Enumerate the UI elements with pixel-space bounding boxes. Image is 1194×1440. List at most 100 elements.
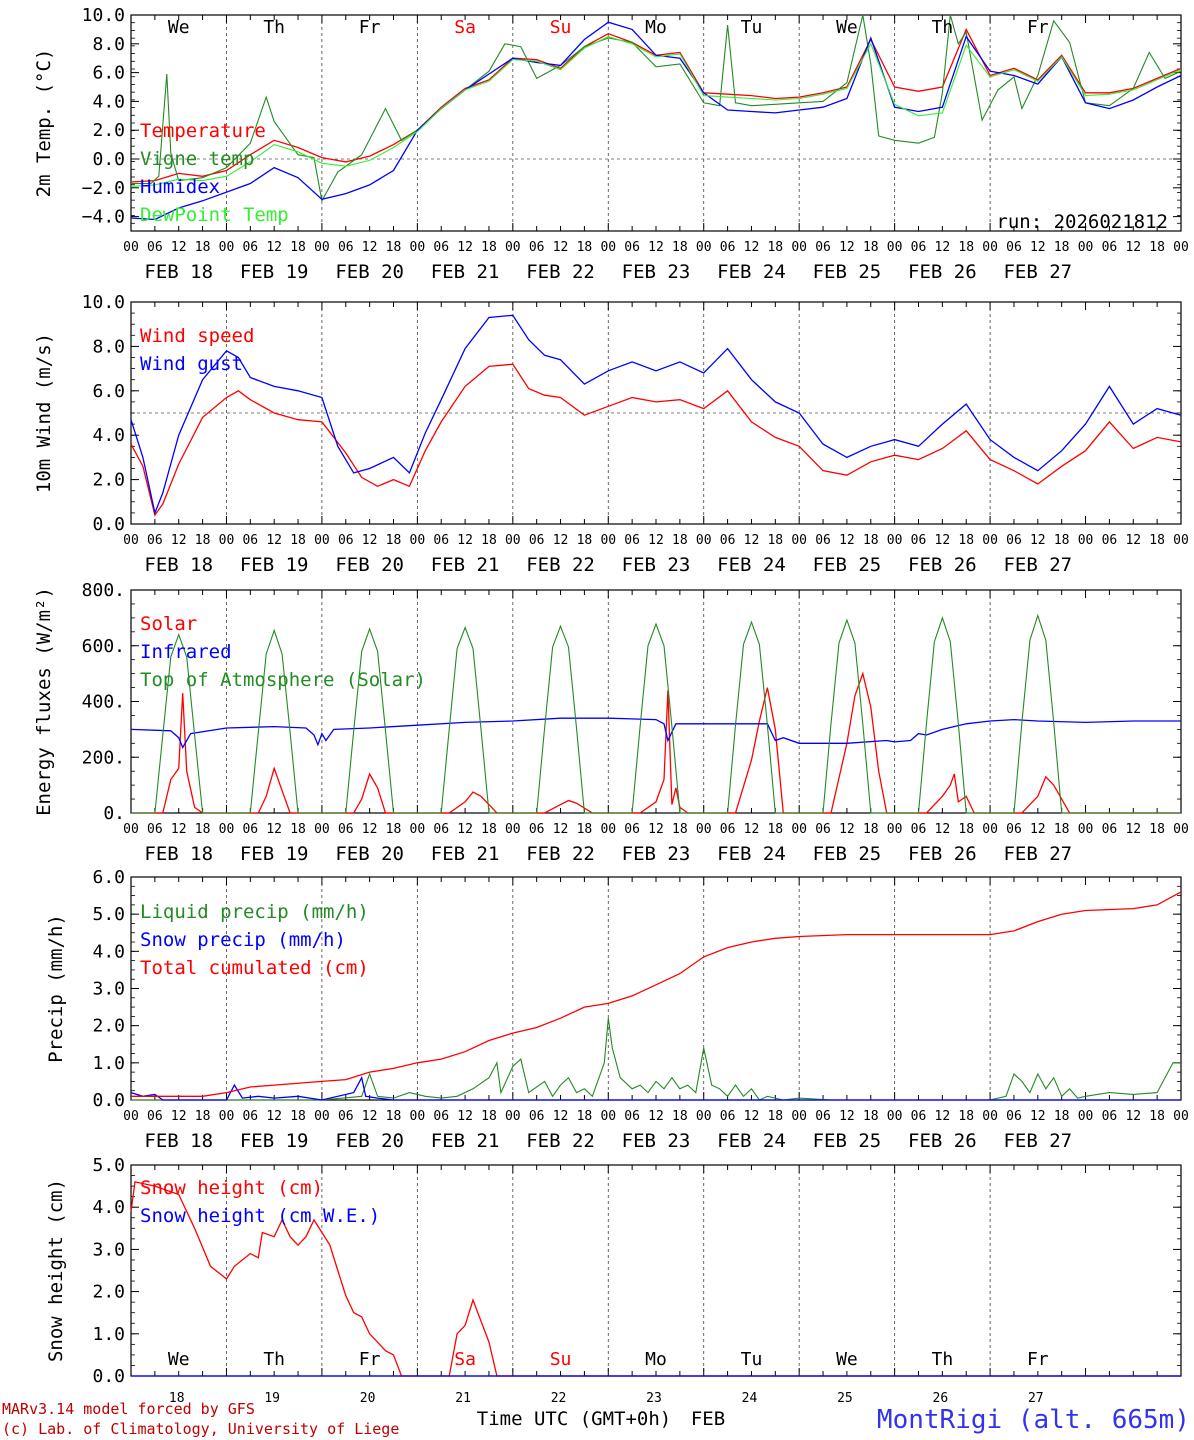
date-label: FEB 21 [431, 1130, 500, 1152]
date-label: FEB 20 [335, 554, 404, 576]
y-tick-label: 3.0 [92, 979, 125, 1000]
hour-label: 12 [1125, 240, 1141, 255]
hour-label: 12 [266, 533, 282, 548]
hour-label: 00 [505, 822, 521, 837]
hour-label: 06 [624, 1109, 640, 1124]
hour-label: 12 [744, 822, 760, 837]
hour-label: 00 [887, 1109, 903, 1124]
y-axis-label: Energy fluxes (W/m²) [33, 587, 55, 816]
y-tick-label: 2.0 [92, 1282, 125, 1303]
hour-label: 18 [1054, 240, 1070, 255]
hour-label: 12 [266, 240, 282, 255]
y-tick-label: 0.0 [92, 1366, 125, 1387]
hour-label: 00 [1078, 1109, 1094, 1124]
hour-label: 06 [1102, 1109, 1118, 1124]
series-line-solar [131, 671, 1181, 814]
weekday-label-bottom: Mo [645, 1349, 667, 1370]
hour-label: 12 [648, 240, 664, 255]
hour-label: 06 [338, 533, 354, 548]
hour-label: 12 [362, 822, 378, 837]
hour-label: 06 [1102, 822, 1118, 837]
hour-label: 12 [171, 240, 187, 255]
hour-label: 12 [171, 1109, 187, 1124]
date-label: FEB 20 [335, 843, 404, 865]
weekday-label-top: Th [932, 17, 954, 38]
hour-label: 06 [529, 1109, 545, 1124]
date-label: FEB 25 [813, 261, 882, 283]
y-tick-label: 2.0 [92, 1016, 125, 1037]
weekday-label-top: Fr [1027, 17, 1049, 38]
panel-1: 10.0 8.0 6.0 4.0 2.0 0.0 −2.0 −4.0 2m Temp. (°C)… [33, 5, 1189, 283]
hour-label: 00 [600, 240, 616, 255]
weekday-label-bottom: Tu [741, 1349, 763, 1370]
y-tick-label: 2.0 [92, 470, 125, 491]
hour-label: 06 [529, 533, 545, 548]
hour-label: 12 [935, 240, 951, 255]
y-tick-label: 600. [82, 636, 125, 657]
hour-label: 00 [219, 822, 235, 837]
hour-label: 06 [720, 1109, 736, 1124]
footer-line-2: (c) Lab. of Climatology, University of L… [2, 1420, 399, 1438]
hour-label: 06 [624, 822, 640, 837]
hour-label: 18 [672, 822, 688, 837]
date-label: FEB 18 [144, 261, 213, 283]
hour-label: 18 [672, 1109, 688, 1124]
hour-label: 00 [696, 240, 712, 255]
hour-label: 12 [935, 533, 951, 548]
date-label: FEB 18 [144, 554, 213, 576]
hour-label: 00 [505, 533, 521, 548]
hour-label: 18 [958, 1109, 974, 1124]
hour-label: 06 [242, 822, 258, 837]
hour-label: 18 [481, 240, 497, 255]
hour-label: 18 [863, 1109, 879, 1124]
weekday-label-bottom: We [168, 1349, 190, 1370]
footer-line-1: MARv3.14 model forced by GFS [2, 1400, 255, 1418]
hour-label: 00 [600, 533, 616, 548]
hour-label: 18 [290, 822, 306, 837]
hour-label: 06 [1102, 533, 1118, 548]
hour-label: 12 [266, 1109, 282, 1124]
hour-label: 18 [386, 822, 402, 837]
hour-label: 12 [457, 822, 473, 837]
hour-label: 12 [457, 1109, 473, 1124]
y-axis-label: Precip (mm/h) [45, 914, 67, 1063]
weekday-label-bottom: Fr [1027, 1349, 1049, 1370]
hour-label: 18 [481, 1109, 497, 1124]
hour-label: 06 [815, 822, 831, 837]
date-number-label: 21 [455, 1391, 471, 1406]
series-line-wind-gust [130, 314, 1182, 516]
series-line-wind-speed [130, 363, 1182, 517]
date-label: FEB 27 [1003, 261, 1072, 283]
hour-label: 06 [815, 240, 831, 255]
hour-label: 00 [791, 1109, 807, 1124]
legend-entry: Snow height (cm) [140, 1177, 323, 1199]
hour-label: 12 [171, 822, 187, 837]
station-label: MontRigi (alt. 665m) [877, 1405, 1190, 1435]
date-label: FEB 23 [622, 261, 691, 283]
date-label: FEB 25 [813, 1130, 882, 1152]
hour-label: 18 [1054, 533, 1070, 548]
hour-label: 00 [314, 822, 330, 837]
hour-label: 00 [1173, 240, 1189, 255]
hour-label: 00 [1173, 533, 1189, 548]
hour-label: 00 [696, 822, 712, 837]
hour-label: 06 [1006, 533, 1022, 548]
y-axis-label: Snow height (cm) [45, 1179, 67, 1362]
date-number-label: 25 [837, 1391, 853, 1406]
hour-label: 18 [290, 1109, 306, 1124]
y-tick-label: 8.0 [92, 34, 125, 55]
hour-label: 00 [505, 240, 521, 255]
date-number-label: 19 [264, 1391, 280, 1406]
y-tick-label: 0.0 [92, 1090, 125, 1111]
legend-entry: Vigne temp [140, 148, 254, 170]
y-tick-label: 8.0 [92, 336, 125, 357]
hour-label: 00 [410, 822, 426, 837]
panel-2: 10.0 8.0 6.0 4.0 2.0 0.0 10m Wind (m/s) Wind sp… [33, 292, 1189, 576]
hour-label: 06 [911, 240, 927, 255]
hour-label: 18 [577, 1109, 593, 1124]
legend-entry: Total cumulated (cm) [140, 957, 369, 979]
date-number-label: 26 [933, 1391, 949, 1406]
hour-label: 00 [791, 240, 807, 255]
weekday-label-bottom: We [836, 1349, 858, 1370]
hour-label: 00 [314, 1109, 330, 1124]
